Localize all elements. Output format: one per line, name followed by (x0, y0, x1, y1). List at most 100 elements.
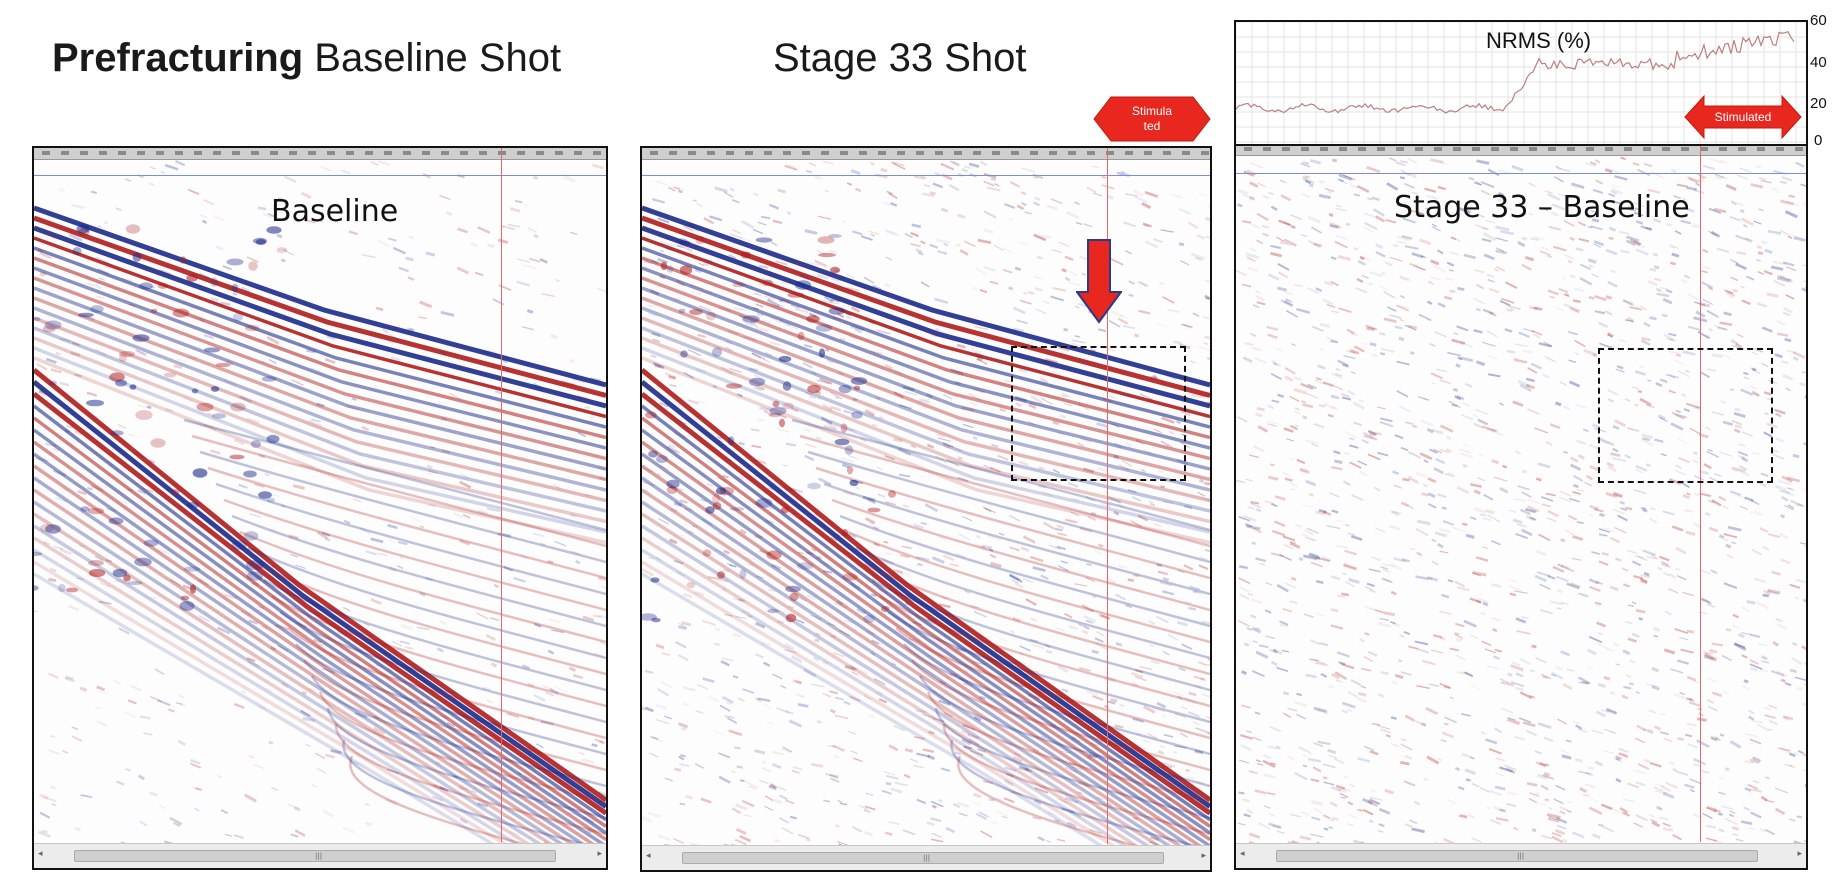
scroll-thumb[interactable]: ||| (682, 852, 1164, 864)
stage-panel: ◂ ||| ▸ (640, 146, 1212, 872)
scroll-right-icon[interactable]: ▸ (1201, 851, 1206, 861)
nrms-tick-0: 0 (1814, 132, 1823, 149)
ruler-tick (1106, 151, 1114, 155)
scroll-right-icon[interactable]: ▸ (597, 849, 602, 859)
ruler-tick (156, 151, 164, 155)
scroll-grip-icon: ||| (923, 854, 931, 862)
baseline-title-bold: Prefracturing (52, 36, 304, 80)
ruler-tick (1182, 151, 1190, 155)
horizontal-scrollbar[interactable]: ◂ ||| ▸ (34, 843, 606, 868)
scroll-thumb[interactable]: ||| (1276, 850, 1758, 862)
baseline-title-rest: Baseline Shot (314, 36, 562, 80)
ruler-tick (118, 151, 126, 155)
ruler-tick (460, 151, 468, 155)
ruler-tick (764, 151, 772, 155)
ruler-tick (1510, 147, 1518, 151)
ruler-tick (1662, 147, 1670, 151)
trace-marker-line (1107, 148, 1108, 844)
trace-ruler (1236, 144, 1806, 156)
highlight-box (1598, 348, 1773, 483)
ruler-tick (935, 151, 943, 155)
ruler-tick (669, 151, 677, 155)
time-marker-line (1236, 173, 1806, 174)
ruler-tick (1144, 151, 1152, 155)
ruler-tick (1163, 151, 1171, 155)
ruler-tick (1339, 147, 1347, 151)
scroll-left-icon[interactable]: ◂ (646, 851, 651, 861)
ruler-tick (897, 151, 905, 155)
nrms-tick-40: 40 (1810, 54, 1827, 71)
ruler-tick (1529, 147, 1537, 151)
ruler-tick (992, 151, 1000, 155)
ruler-tick (213, 151, 221, 155)
highlight-box (1011, 346, 1186, 481)
ruler-tick (99, 151, 107, 155)
ruler-tick (1068, 151, 1076, 155)
baseline-label: Baseline (271, 194, 399, 229)
ruler-tick (517, 151, 525, 155)
ruler-tick (61, 151, 69, 155)
ruler-tick (1548, 147, 1556, 151)
ruler-tick (137, 151, 145, 155)
difference-seismic-section (1236, 156, 1806, 844)
ruler-tick (973, 151, 981, 155)
ruler-tick (251, 151, 259, 155)
time-marker-line (34, 175, 606, 176)
scroll-grip-icon: ||| (315, 852, 323, 860)
ruler-tick (726, 151, 734, 155)
nrms-tick-20: 20 (1810, 95, 1827, 112)
ruler-tick (688, 151, 696, 155)
ruler-tick (441, 151, 449, 155)
ruler-tick (232, 151, 240, 155)
ruler-tick (1396, 147, 1404, 151)
ruler-tick (1567, 147, 1575, 151)
baseline-panel: Baseline ◂ ||| ▸ (32, 146, 608, 870)
ruler-tick (745, 151, 753, 155)
ruler-tick (1011, 151, 1019, 155)
ruler-tick (1624, 147, 1632, 151)
stimulated-double-arrow (1684, 94, 1802, 140)
ruler-tick (1776, 147, 1784, 151)
ruler-tick (1030, 151, 1038, 155)
scroll-thumb[interactable]: ||| (74, 850, 556, 862)
horizontal-scrollbar[interactable]: ◂ ||| ▸ (1236, 843, 1806, 868)
ruler-tick (1719, 147, 1727, 151)
ruler-tick (175, 151, 183, 155)
horizontal-scrollbar[interactable]: ◂ ||| ▸ (642, 845, 1210, 870)
ruler-tick (650, 151, 658, 155)
scroll-left-icon[interactable]: ◂ (1240, 849, 1245, 859)
difference-panel: Stage 33 – Baseline ◂ ||| ▸ (1234, 142, 1808, 870)
ruler-tick (1757, 147, 1765, 151)
time-marker-line (642, 175, 1210, 176)
ruler-tick (365, 151, 373, 155)
ruler-tick (498, 151, 506, 155)
nrms-curve (1236, 22, 1806, 144)
scroll-left-icon[interactable]: ◂ (38, 849, 43, 859)
stage-seismic-section (642, 160, 1210, 846)
ruler-tick (555, 151, 563, 155)
ruler-tick (1049, 151, 1057, 155)
ruler-tick (1201, 151, 1209, 155)
ruler-tick (308, 151, 316, 155)
trace-ruler (34, 148, 606, 160)
stimulated-hexagon-marker (1093, 96, 1211, 142)
ruler-tick (1087, 151, 1095, 155)
nrms-title: NRMS (%) (1486, 28, 1592, 53)
ruler-tick (42, 151, 50, 155)
scroll-right-icon[interactable]: ▸ (1797, 849, 1802, 859)
trace-marker-line (501, 148, 502, 842)
ruler-tick (346, 151, 354, 155)
trace-marker-line (1700, 144, 1701, 842)
ruler-tick (384, 151, 392, 155)
ruler-tick (536, 151, 544, 155)
ruler-tick (1301, 147, 1309, 151)
ruler-tick (574, 151, 582, 155)
trace-ruler (642, 148, 1210, 160)
ruler-tick (479, 151, 487, 155)
ruler-tick (954, 151, 962, 155)
ruler-tick (194, 151, 202, 155)
ruler-tick (1586, 147, 1594, 151)
ruler-tick (270, 151, 278, 155)
ruler-tick (327, 151, 335, 155)
ruler-tick (859, 151, 867, 155)
